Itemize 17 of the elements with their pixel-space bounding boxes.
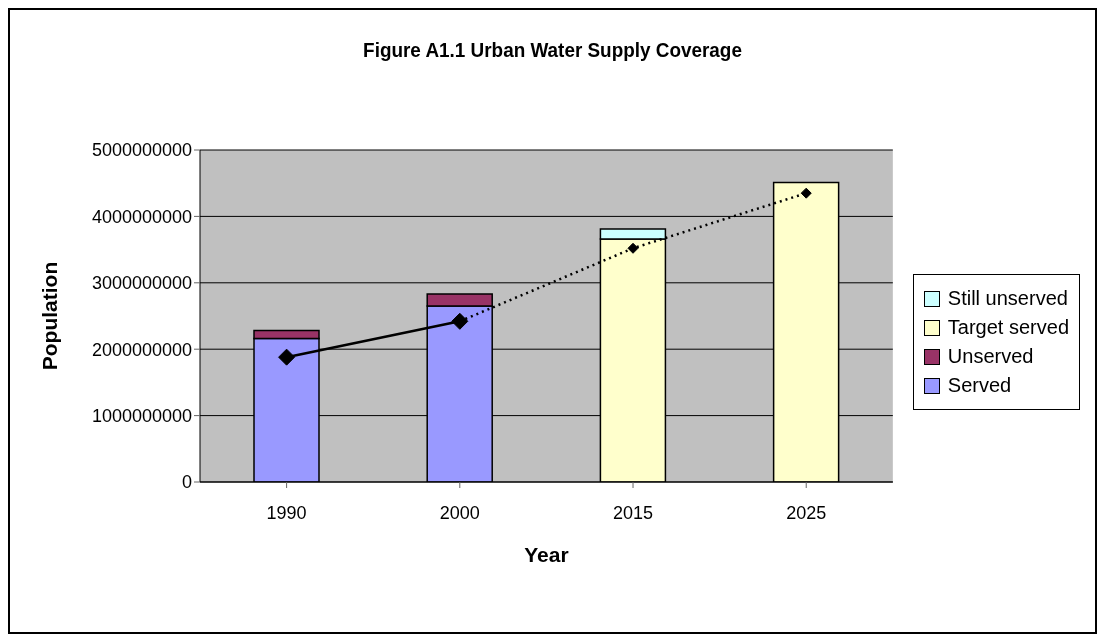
y-tick-label: 5000000000 (91, 140, 192, 161)
y-tick-label: 1000000000 (91, 405, 192, 426)
y-axis-title: Population (38, 261, 62, 371)
chart-title: Figure A1.1 Urban Water Supply Coverage (362, 38, 743, 62)
y-tick-label: 4000000000 (91, 206, 192, 227)
x-tick-label: 2015 (612, 502, 654, 523)
legend-label: Still unserved (947, 287, 1068, 310)
legend-label: Served (947, 374, 1012, 397)
y-tick-label: 3000000000 (91, 273, 192, 294)
legend-label: Unserved (947, 345, 1034, 368)
x-axis-title: Year (524, 543, 569, 566)
x-tick-label: 2025 (786, 502, 827, 523)
x-tick-label: 1990 (266, 502, 307, 523)
y-tick-label: 0 (181, 472, 192, 493)
y-tick-label: 2000000000 (91, 339, 192, 360)
legend-label: Target served (947, 316, 1069, 339)
x-tick-label: 2000 (439, 502, 480, 523)
